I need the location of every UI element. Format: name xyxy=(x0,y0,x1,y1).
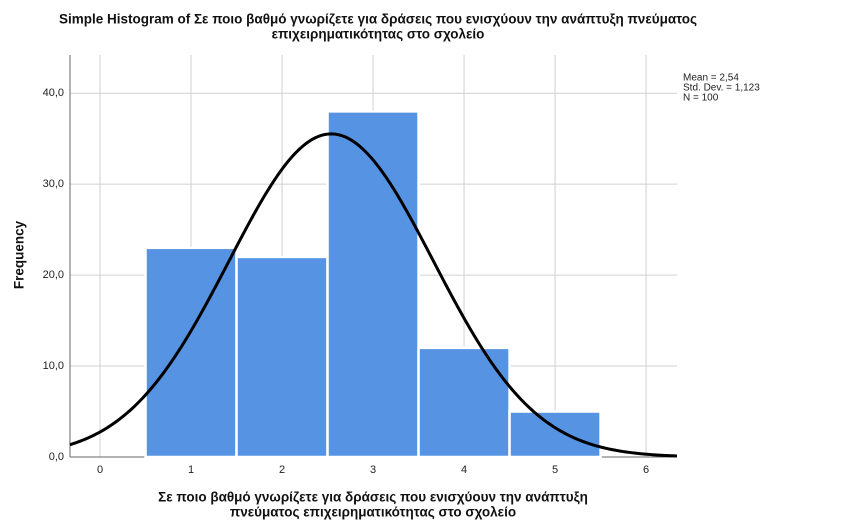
y-axis-title: Frequency xyxy=(12,220,27,289)
stat-label: Std. Dev. = 1,123 xyxy=(683,83,760,94)
x-tick-label: 1 xyxy=(188,464,194,476)
stat-label: N = 100 xyxy=(683,93,719,104)
x-tick-label: 5 xyxy=(552,464,558,476)
bar xyxy=(144,246,238,459)
bar xyxy=(326,110,420,459)
y-tick-label: 0,0 xyxy=(49,451,64,463)
x-tick-label: 4 xyxy=(461,464,467,476)
x-tick-label: 2 xyxy=(279,464,285,476)
x-tick-label: 0 xyxy=(97,464,103,476)
y-tick-label: 40,0 xyxy=(43,87,64,99)
stat-label: Mean = 2,54 xyxy=(683,73,739,84)
y-tick-label: 30,0 xyxy=(43,178,64,190)
x-tick-label: 6 xyxy=(643,464,649,476)
bar xyxy=(417,346,511,459)
chart-title: Simple Histogram of Σε ποιο βαθμό γνωρίζ… xyxy=(59,12,697,27)
chart-title: επιχειρηματικότητας στο σχολείο xyxy=(272,27,485,42)
x-tick-label: 3 xyxy=(370,464,376,476)
x-axis-title: πνεύματος επιχειρηματικότητας στο σχολεί… xyxy=(230,505,516,520)
bar xyxy=(235,255,329,459)
x-axis-title: Σε ποιο βαθμό γνωρίζετε για δράσεις που … xyxy=(158,490,588,505)
normal-curve xyxy=(69,132,678,458)
y-tick-label: 10,0 xyxy=(43,360,64,372)
bar xyxy=(508,410,602,459)
y-tick-label: 20,0 xyxy=(43,269,64,281)
